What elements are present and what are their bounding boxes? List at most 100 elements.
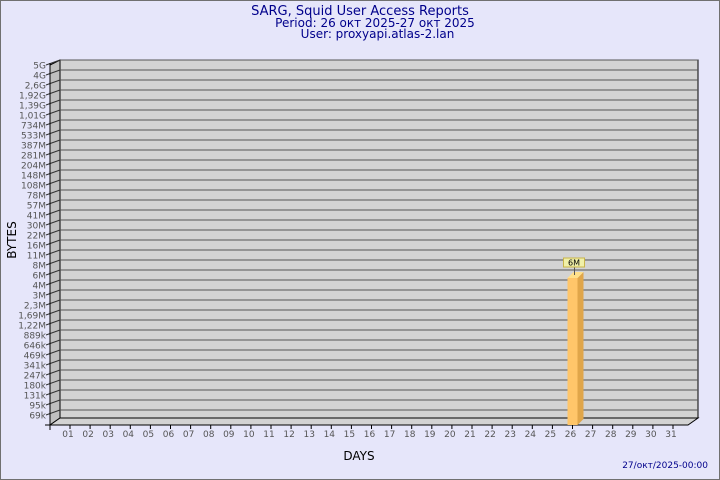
- y-tick-label: 78M: [27, 192, 46, 202]
- x-tick-label: 07: [183, 430, 194, 440]
- y-tick: [45, 379, 61, 386]
- user-label: User: proxyapi.atlas-2.lan: [300, 27, 455, 41]
- y-tick-label: 180k: [24, 382, 47, 392]
- y-tick-label: 247k: [24, 372, 47, 382]
- y-tick-label: 1,22M: [18, 322, 46, 332]
- y-tick-label: 533M: [21, 132, 46, 142]
- y-tick-label: 889k: [24, 332, 47, 342]
- x-axis-title: DAYS: [343, 449, 374, 463]
- y-tick: [45, 259, 61, 266]
- y-tick: [45, 159, 61, 166]
- x-tick-label: 02: [82, 430, 93, 440]
- floor: [48, 417, 700, 426]
- x-tick-label: 12: [283, 430, 294, 440]
- plot-area: [59, 59, 699, 419]
- y-tick: [45, 129, 61, 136]
- y-tick-label: 148M: [21, 172, 46, 182]
- y-tick: [45, 299, 61, 306]
- y-tick: [45, 389, 61, 396]
- report-timestamp: 27/окт/2025-00:00: [622, 461, 708, 471]
- y-tick-label: 8M: [33, 262, 47, 272]
- y-tick-label: 108M: [21, 182, 46, 192]
- y-tick: [45, 239, 61, 246]
- y-tick: [45, 249, 61, 256]
- y-tick: [45, 209, 61, 216]
- y-tick: [45, 349, 61, 356]
- x-tick-label: 23: [504, 430, 515, 440]
- y-tick: [45, 149, 61, 156]
- y-tick: [45, 69, 61, 76]
- y-tick: [45, 329, 61, 336]
- x-tick-label: 05: [143, 430, 154, 440]
- y-tick: [45, 199, 61, 206]
- x-tick-label: 20: [444, 430, 456, 440]
- y-tick: [45, 399, 61, 406]
- x-tick-label: 08: [203, 430, 215, 440]
- x-tick-label: 18: [404, 430, 416, 440]
- y-tick-label: 6M: [33, 272, 47, 282]
- period-label: Period: 26 окт 2025-27 окт 2025: [275, 16, 475, 30]
- y-tick: [45, 179, 61, 186]
- y-tick: [45, 109, 61, 116]
- x-tick-label: 14: [324, 430, 336, 440]
- x-tick-label: 27: [585, 430, 596, 440]
- data-label-box: [563, 257, 585, 268]
- y-tick-label: 41M: [27, 212, 46, 222]
- x-tick-label: 31: [665, 430, 676, 440]
- y-tick-label: 16M: [27, 242, 46, 252]
- x-tick-label: 19: [424, 430, 436, 440]
- y-tick: [45, 169, 61, 176]
- y-tick-label: 57M: [27, 202, 46, 212]
- y-tick: [45, 339, 61, 346]
- y-tick-label: 11M: [27, 252, 46, 262]
- y-tick-label: 281M: [21, 152, 46, 162]
- y-tick-label: 2,3M: [24, 302, 46, 312]
- y-tick-label: 204M: [21, 162, 46, 172]
- y-tick: [45, 309, 61, 316]
- y-tick-label: 646k: [24, 342, 47, 352]
- y-tick-label: 22M: [27, 232, 46, 242]
- x-tick-label: 25: [545, 430, 556, 440]
- x-tick-label: 13: [303, 430, 314, 440]
- y-tick-label: 131k: [24, 392, 47, 402]
- bar-top: [567, 272, 584, 278]
- x-tick-label: 11: [263, 430, 274, 440]
- x-tick-label: 16: [364, 430, 376, 440]
- data-label: 6M: [568, 259, 580, 268]
- y-tick-label: 1,92G: [19, 92, 46, 102]
- x-tick-label: 21: [464, 430, 475, 440]
- x-tick-label: 24: [525, 430, 537, 440]
- y-axis-title: BYTES: [5, 221, 19, 258]
- x-tick-label: 30: [645, 430, 657, 440]
- y-tick: [45, 409, 61, 416]
- y-tick-label: 4G: [33, 72, 46, 82]
- y-tick: [45, 99, 61, 106]
- y-tick: [45, 119, 61, 126]
- y-tick: [45, 289, 61, 296]
- y-tick: [45, 89, 61, 96]
- y-tick-label: 69k: [29, 412, 46, 422]
- y-tick: [45, 269, 61, 276]
- y-tick: [45, 59, 61, 66]
- x-tick-label: 29: [625, 430, 637, 440]
- y-tick-label: 30M: [27, 222, 46, 232]
- bar-side: [577, 272, 584, 425]
- y-tick-label: 1,39G: [19, 102, 46, 112]
- y-tick-label: 1,01G: [19, 112, 46, 122]
- x-tick-label: 10: [243, 430, 255, 440]
- x-tick-label: 26: [565, 430, 577, 440]
- y-tick-label: 5G: [33, 62, 46, 72]
- y-tick-label: 2,6G: [25, 82, 46, 92]
- y-tick-label: 1,69M: [18, 312, 46, 322]
- y-tick-label: 341k: [24, 362, 47, 372]
- x-tick-label: 03: [102, 430, 113, 440]
- y-tick-label: 387M: [21, 142, 46, 152]
- y-tick-label: 734M: [21, 122, 46, 132]
- y-tick-label: 469k: [24, 352, 47, 362]
- x-tick-label: 01: [62, 430, 73, 440]
- y-tick: [45, 369, 61, 376]
- x-tick-label: 09: [223, 430, 235, 440]
- x-tick-label: 04: [123, 430, 135, 440]
- x-tick-label: 17: [384, 430, 395, 440]
